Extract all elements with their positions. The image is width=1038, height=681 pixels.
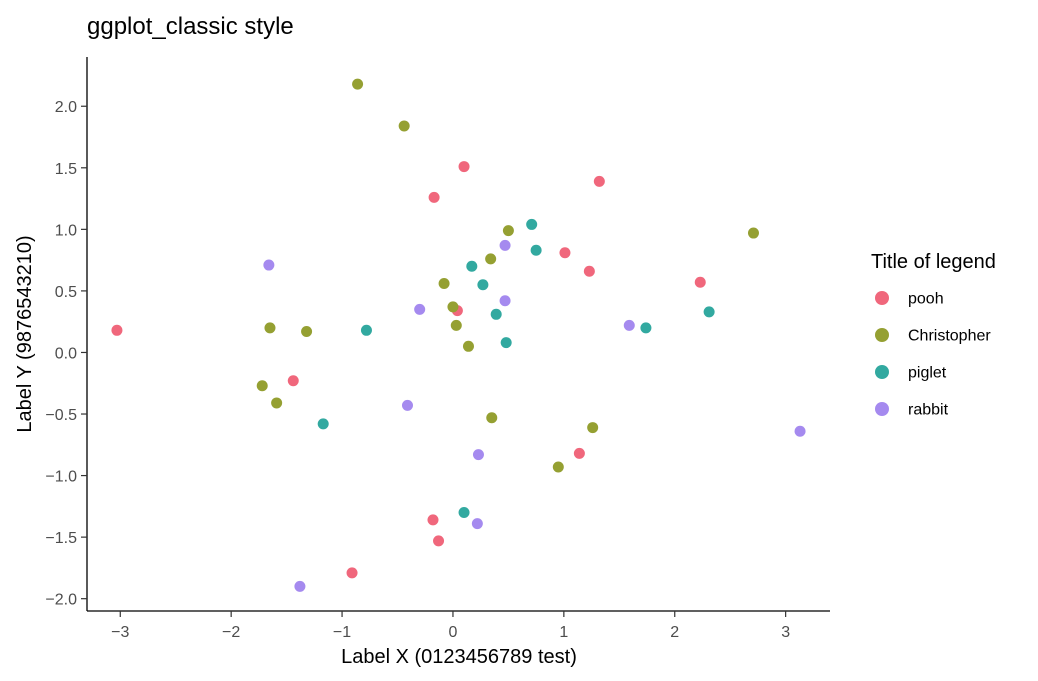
data-point [694,276,706,288]
data-point [587,422,599,434]
data-point [500,337,512,349]
axes [86,57,830,612]
y-tick-label: 1.0 [55,222,77,239]
y-axis-ticks: 2.0 1.5 1.0 0.5 0.0 −0.5 −1.0 −1.5 −2.0 [45,99,87,609]
y-tick-label: −1.0 [45,469,77,486]
data-point [552,461,564,473]
legend-key-pooh [875,291,889,305]
data-point [490,308,502,320]
data-point [360,324,372,336]
data-point [466,260,478,272]
y-tick-label: −0.5 [45,407,77,424]
data-point [499,239,511,251]
data-point [485,253,497,265]
y-tick-label: 0.5 [55,284,77,301]
data-point [398,120,410,132]
x-tick-label: −1 [333,624,351,641]
data-point [450,319,462,331]
legend-items: pooh Christopher piglet rabbit [875,291,991,419]
y-tick-label: 2.0 [55,99,77,116]
x-tick-label: 0 [449,624,458,641]
y-tick-label: 1.5 [55,161,77,178]
legend-key-christopher [875,328,889,342]
legend-label-piglet: piglet [908,365,947,382]
legend: Title of legend pooh Christopher piglet rab… [871,251,996,419]
x-tick-label: −2 [222,624,240,641]
x-tick-label: 1 [559,624,568,641]
data-point [640,322,652,334]
data-point [794,425,806,437]
legend-label-christopher: Christopher [908,328,991,345]
y-tick-label: −2.0 [45,592,77,609]
data-point [427,514,439,526]
data-point [317,418,329,430]
data-point [593,175,605,187]
series-rabbit [263,239,806,592]
data-point [433,535,445,547]
data-point [559,247,571,259]
data-point [263,259,275,271]
data-point [352,78,364,90]
data-point [428,191,440,203]
legend-label-rabbit: rabbit [908,402,949,419]
x-tick-label: −3 [111,624,129,641]
data-point [583,265,595,277]
data-point [471,518,483,530]
data-point [287,375,299,387]
data-point [499,295,511,307]
data-point [301,326,313,338]
data-point [472,449,484,461]
legend-title: Title of legend [871,251,996,273]
y-tick-label: −1.5 [45,530,77,547]
x-tick-label: 3 [781,624,790,641]
data-point [458,507,470,519]
chart-title: ggplot_classic style [87,13,294,40]
data-point [703,306,715,318]
legend-key-rabbit [875,402,889,416]
y-tick-label: 0.0 [55,345,77,362]
data-point [271,397,283,409]
data-point [573,447,585,459]
data-point [462,340,474,352]
x-axis-ticks: −3 −2 −1 0 1 2 3 [111,611,790,641]
data-point [530,244,542,256]
data-point [486,412,498,424]
data-point [414,303,426,315]
data-point [502,225,514,237]
data-point [294,580,306,592]
series-christopher [256,78,759,473]
series-piglet [317,218,715,519]
data-point [477,279,489,291]
data-point [111,324,123,336]
y-axis-title: Label Y (9876543210) [14,235,36,432]
data-point [526,218,538,230]
series-pooh [111,161,706,579]
data-point [447,301,459,313]
data-point [438,278,450,290]
legend-label-pooh: pooh [908,291,944,308]
data-point [264,322,276,334]
points-layer [111,78,806,592]
data-point [256,380,268,392]
x-tick-label: 2 [670,624,679,641]
data-point [458,161,470,173]
data-point [401,399,413,411]
data-point [346,567,358,579]
legend-key-piglet [875,365,889,379]
x-axis-title: Label X (0123456789 test) [341,646,577,668]
data-point [623,319,635,331]
data-point [747,227,759,239]
